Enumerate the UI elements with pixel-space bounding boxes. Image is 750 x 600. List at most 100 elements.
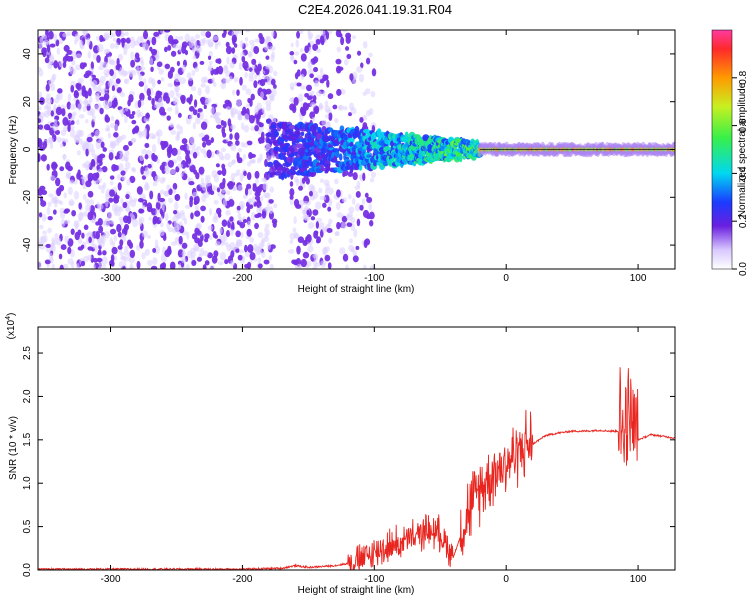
spectrogram-cell xyxy=(95,172,100,179)
spectrogram-cell xyxy=(306,151,314,156)
spectrogram-cell xyxy=(229,260,235,267)
spectrogram-cell xyxy=(50,242,54,252)
spectrogram-cell xyxy=(144,248,150,256)
spectrogram-cell xyxy=(328,237,333,244)
colorbar-tick-label: 0.0 xyxy=(738,262,749,276)
spectrogram-cell xyxy=(51,161,58,171)
spectrogram-cell xyxy=(364,192,369,198)
spectrogram-cell xyxy=(265,223,270,229)
spectrogram-cell xyxy=(260,195,264,202)
spectrogram-cell xyxy=(67,186,73,196)
spectrogram-cell xyxy=(181,258,187,264)
spectrogram-cell xyxy=(225,209,231,216)
spectrogram-cell xyxy=(100,234,105,244)
spectrogram-cell xyxy=(300,85,306,90)
spectrogram-cell xyxy=(102,263,106,269)
spectrogram-cell xyxy=(100,141,105,149)
spectrogram-cell xyxy=(267,242,271,250)
spectrogram-cell xyxy=(151,98,155,106)
spectrogram-cell xyxy=(92,264,96,269)
spectrogram-cell xyxy=(356,66,363,73)
spectrogram-cell xyxy=(113,197,120,204)
spectrogram-cell xyxy=(296,30,301,39)
spectrogram-cell xyxy=(167,82,174,88)
spectrogram-cell xyxy=(156,158,160,165)
colorbar: 0.0 0.2 0.4 0.6 0.8 Normalized spectral ampl… xyxy=(711,29,749,276)
spectrogram-cell xyxy=(49,43,56,48)
spectrogram-cell xyxy=(45,83,50,92)
spectrogram-cell xyxy=(170,50,177,57)
spectrogram-cell xyxy=(348,112,352,117)
spectrogram-cell xyxy=(180,94,186,102)
spectrogram-cell xyxy=(224,99,231,105)
spectrogram-cell xyxy=(250,126,255,132)
spectrogram-cell xyxy=(326,228,333,233)
spectrogram-cell xyxy=(77,103,82,112)
spectrogram-cell xyxy=(51,237,55,245)
spectrogram-cell xyxy=(342,30,348,33)
spectrogram-cell xyxy=(229,133,233,140)
spectrogram-cell xyxy=(39,112,46,118)
spectrogram-cell xyxy=(309,102,317,108)
spectrogram-cell xyxy=(145,112,151,119)
spectrogram-cell xyxy=(168,144,173,153)
spectrogram-cell xyxy=(56,47,60,56)
spectrogram-cell xyxy=(159,208,164,215)
spectrogram-cell xyxy=(200,233,204,242)
spectrogram-cell xyxy=(296,82,302,87)
spectrogram-cell xyxy=(204,175,209,184)
spectrogram-cell xyxy=(439,0,443,3)
spectrogram-cell xyxy=(181,138,188,145)
spectrogram-cell xyxy=(149,190,154,200)
spectrogram-cell xyxy=(440,0,445,2)
spectrogram-cell xyxy=(71,209,77,217)
spectrogram-cell xyxy=(97,84,102,92)
spectrogram-cell xyxy=(318,102,323,111)
spectrogram-cell xyxy=(124,150,130,156)
spectrogram-cell xyxy=(199,111,204,120)
spectrogram-cell xyxy=(58,253,63,260)
spectrogram-cell xyxy=(244,36,249,42)
spectrogram-cell xyxy=(38,140,43,148)
spectrogram-cell xyxy=(433,0,439,2)
spectrogram-cell xyxy=(148,216,152,221)
spectrogram-cell xyxy=(49,175,56,181)
spectrogram-cell xyxy=(142,30,149,40)
spectrogram-cell xyxy=(59,143,64,148)
spectrogram-cell xyxy=(437,0,444,3)
spectrogram-cell xyxy=(235,248,240,253)
spectrogram-cell xyxy=(63,209,69,214)
spectrogram-cell xyxy=(39,97,45,105)
spectrogram-cell xyxy=(236,205,241,211)
spectrogram-cell xyxy=(63,138,69,144)
spectrogram-cell xyxy=(428,0,433,2)
spectrogram-cell xyxy=(258,122,264,128)
spectrogram-cell xyxy=(144,142,150,149)
spectrogram-cell xyxy=(69,67,76,75)
x-tick-label: 100 xyxy=(630,574,647,585)
chart-title: C2E4.2026.041.19.31.R04 xyxy=(298,2,452,17)
spectrogram-cell xyxy=(151,78,156,85)
spectrogram-cell xyxy=(236,89,240,97)
spectrogram-cell xyxy=(206,149,212,159)
spectrogram-cell xyxy=(138,132,143,139)
spectrogram-cell xyxy=(222,132,227,138)
spectrogram-cell xyxy=(134,52,140,60)
spectrogram-cell xyxy=(293,233,300,239)
spectrogram-cell xyxy=(104,116,111,123)
spectrogram-cell xyxy=(60,129,67,136)
spectrogram-cell xyxy=(75,262,80,269)
spectrogram-cell xyxy=(315,238,320,244)
spectrogram-cell xyxy=(261,177,267,183)
spectrogram-cell xyxy=(47,136,54,143)
spectrogram-cell xyxy=(351,35,357,40)
spectrogram-cell xyxy=(220,81,227,90)
spectrogram-cell xyxy=(237,254,243,261)
spectrogram-cell xyxy=(307,61,313,70)
spectrogram-cell xyxy=(194,205,200,211)
colorbar-label: Normalized spectral amplitude xyxy=(737,82,748,217)
spectrogram-cell xyxy=(200,121,208,130)
spectrogram-cell xyxy=(324,254,331,262)
spectrogram-cell xyxy=(229,228,234,236)
spectrogram-cell xyxy=(107,132,112,139)
